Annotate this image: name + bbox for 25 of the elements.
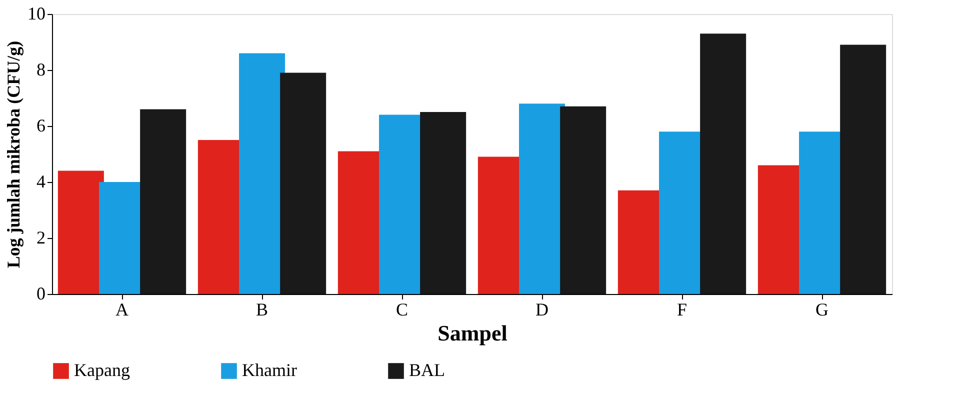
x-axis-title: Sampel bbox=[438, 320, 508, 346]
x-tick-label: D bbox=[536, 300, 548, 320]
legend-label: Kapang bbox=[74, 360, 130, 380]
legend-label: Khamir bbox=[242, 360, 297, 380]
y-tick-label: 10 bbox=[28, 4, 46, 24]
x-tick-label: C bbox=[396, 300, 408, 320]
y-tick-label: 2 bbox=[36, 228, 46, 248]
bar bbox=[840, 44, 886, 294]
legend-label: BAL bbox=[409, 360, 445, 380]
x-tick-label: B bbox=[256, 300, 268, 320]
y-tick-label: 0 bbox=[36, 284, 46, 304]
bar bbox=[239, 53, 285, 294]
bar bbox=[700, 34, 746, 294]
y-tick-label: 6 bbox=[36, 116, 46, 136]
x-tick-label: F bbox=[676, 300, 688, 320]
bar bbox=[420, 112, 466, 294]
y-axis-title: Log jumlah mikroba (CFU/g) bbox=[4, 40, 24, 268]
x-tick-label: A bbox=[116, 300, 128, 320]
bar bbox=[560, 106, 606, 294]
y-tick-label: 8 bbox=[36, 60, 46, 80]
bar bbox=[58, 170, 104, 294]
y-tick-label: 4 bbox=[36, 172, 46, 192]
bar bbox=[140, 109, 186, 294]
bar bbox=[280, 72, 326, 294]
x-tick-label: G bbox=[816, 300, 828, 320]
